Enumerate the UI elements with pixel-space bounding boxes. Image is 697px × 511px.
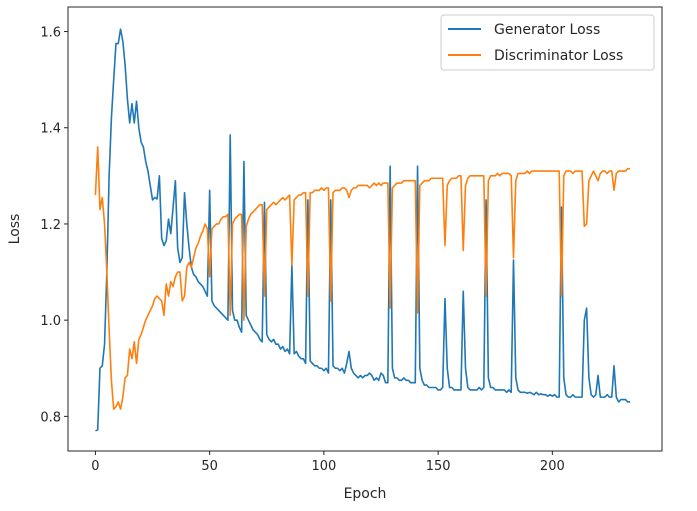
- x-axis-label: Epoch: [344, 486, 387, 502]
- x-tick-label: 50: [201, 459, 218, 474]
- legend-box: [440, 14, 655, 71]
- plot-area: [67, 6, 663, 452]
- y-tick-label: 1.0: [40, 314, 61, 329]
- y-axis: 0.8 1.0 1.2 1.4 1.6: [40, 26, 68, 425]
- legend-label-discriminator: Discriminator Loss: [494, 48, 623, 64]
- legend-label-generator: Generator Loss: [494, 22, 600, 38]
- axes-frame: [67, 6, 663, 452]
- x-tick-label: 100: [311, 459, 336, 474]
- y-tick-label: 1.2: [40, 218, 61, 233]
- x-axis: 0 50 100 150 200: [91, 451, 565, 474]
- y-tick-label: 1.6: [40, 26, 61, 41]
- legend: Generator Loss Discriminator Loss: [440, 14, 655, 71]
- x-tick-label: 0: [91, 459, 99, 474]
- y-tick-label: 0.8: [40, 410, 61, 425]
- y-axis-label: Loss: [7, 214, 23, 245]
- y-tick-label: 1.4: [40, 122, 61, 137]
- discriminator-loss-line: [94, 146, 631, 410]
- x-tick-label: 150: [426, 459, 451, 474]
- generator-loss-line: [95, 28, 631, 432]
- series-layer: [94, 28, 631, 432]
- x-tick-label: 200: [540, 459, 565, 474]
